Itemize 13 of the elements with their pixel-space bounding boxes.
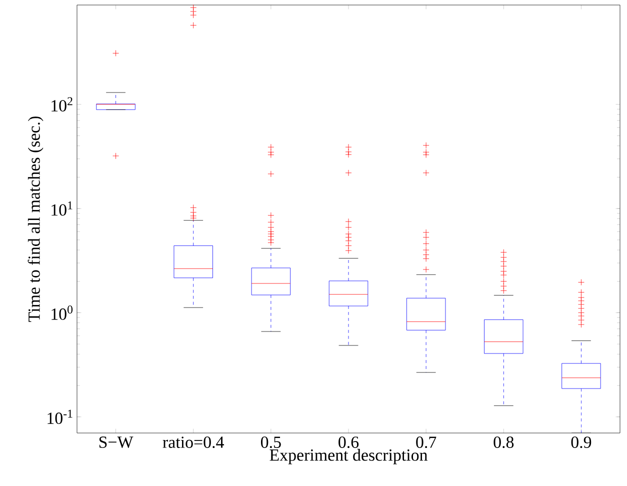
x-tick-label: 0.6 <box>338 436 359 448</box>
y-tick-label: 10$^{-1}$ <box>48 410 72 424</box>
x-tick-label: 0.8 <box>494 436 514 448</box>
x-tick-label: S−W <box>99 436 134 448</box>
x-axis-title: Experiment description <box>270 448 428 464</box>
y-axis-title: Time to find all matches (sec.) <box>28 116 44 322</box>
x-tick-label: 0.5 <box>260 436 281 448</box>
x-tick-label: ratio=0.4 <box>162 436 224 448</box>
y-tick-label: 10$^{1}$ <box>52 201 72 216</box>
x-tick-label: 0.7 <box>416 436 436 448</box>
y-tick-label: 10$^{2}$ <box>52 97 72 112</box>
y-tick-label: 10$^{0}$ <box>52 306 73 320</box>
x-tick-label: 0.9 <box>571 436 592 448</box>
